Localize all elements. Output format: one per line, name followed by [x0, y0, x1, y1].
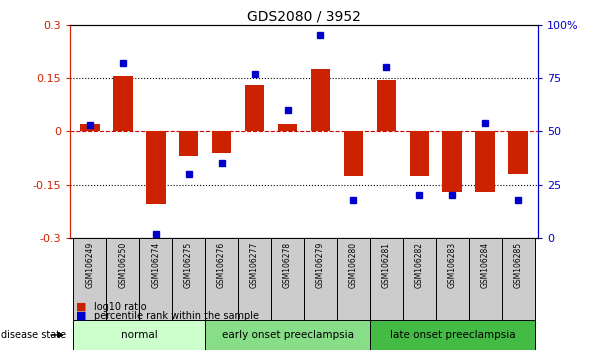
Bar	[376, 80, 396, 131]
Bar	[403, 238, 436, 320]
Text: GSM106276: GSM106276	[217, 242, 226, 289]
Text: normal: normal	[121, 330, 157, 340]
Bar	[212, 131, 232, 153]
Bar	[73, 320, 205, 350]
Text: percentile rank within the sample: percentile rank within the sample	[94, 311, 259, 321]
Bar	[179, 131, 198, 156]
Bar	[244, 85, 264, 131]
Text: GSM106274: GSM106274	[151, 242, 160, 289]
Text: GSM106278: GSM106278	[283, 242, 292, 288]
Bar	[205, 320, 370, 350]
Bar	[271, 238, 304, 320]
Bar	[80, 124, 100, 131]
Bar	[502, 238, 535, 320]
Text: GSM106249: GSM106249	[85, 242, 94, 289]
Text: GSM106285: GSM106285	[514, 242, 523, 288]
Bar	[172, 238, 205, 320]
Text: GSM106282: GSM106282	[415, 242, 424, 288]
Text: GSM106284: GSM106284	[481, 242, 490, 288]
Bar	[238, 238, 271, 320]
Bar	[146, 131, 165, 204]
Text: GSM106275: GSM106275	[184, 242, 193, 289]
Bar	[370, 238, 403, 320]
Text: early onset preeclampsia: early onset preeclampsia	[221, 330, 353, 340]
Bar	[205, 238, 238, 320]
Text: ■: ■	[76, 311, 86, 321]
Text: GSM106250: GSM106250	[118, 242, 127, 289]
Bar	[508, 131, 528, 174]
Bar	[106, 238, 139, 320]
Bar	[112, 76, 133, 131]
Bar	[370, 320, 535, 350]
Title: GDS2080 / 3952: GDS2080 / 3952	[247, 10, 361, 24]
Bar	[475, 131, 496, 192]
Text: disease state: disease state	[1, 330, 66, 340]
Bar	[278, 124, 297, 131]
Bar	[304, 238, 337, 320]
Text: GSM106281: GSM106281	[382, 242, 391, 288]
Text: GSM106283: GSM106283	[448, 242, 457, 288]
Bar	[469, 238, 502, 320]
Text: late onset preeclampsia: late onset preeclampsia	[390, 330, 515, 340]
Bar	[337, 238, 370, 320]
Bar	[344, 131, 364, 176]
Bar	[73, 238, 106, 320]
Bar	[139, 238, 172, 320]
Bar	[436, 238, 469, 320]
Text: GSM106280: GSM106280	[349, 242, 358, 288]
Bar	[311, 69, 330, 131]
Text: GSM106279: GSM106279	[316, 242, 325, 289]
Bar	[443, 131, 462, 192]
Text: GSM106277: GSM106277	[250, 242, 259, 289]
Bar	[410, 131, 429, 176]
Text: ■: ■	[76, 302, 86, 312]
Text: log10 ratio: log10 ratio	[94, 302, 147, 312]
